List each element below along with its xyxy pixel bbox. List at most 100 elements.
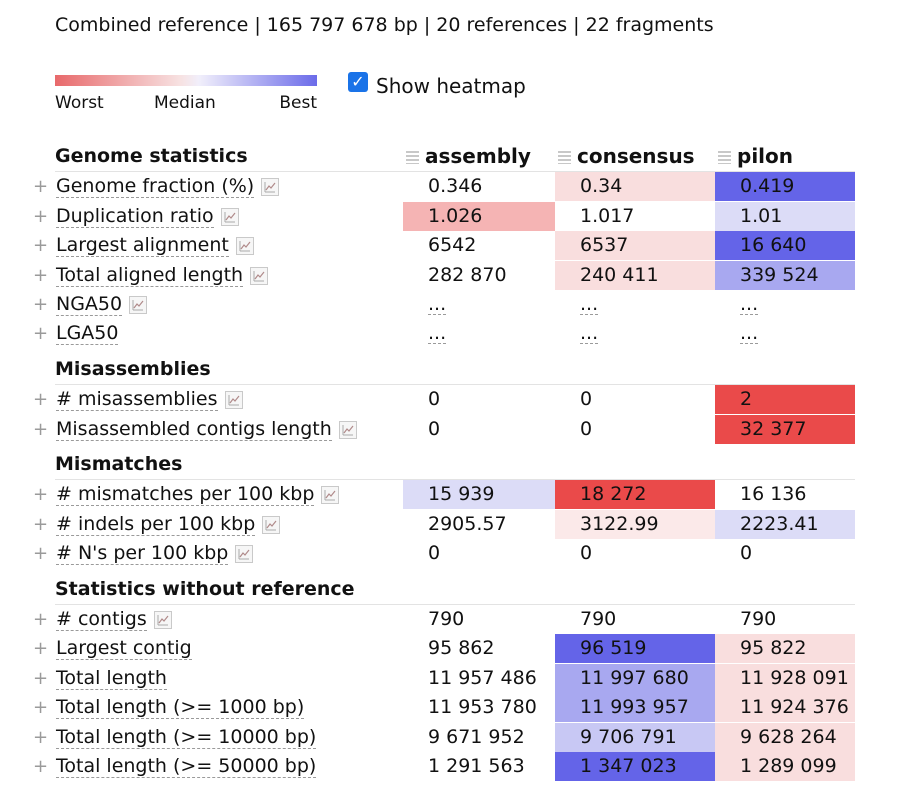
section-divider xyxy=(55,171,855,172)
expand-row-icon[interactable]: + xyxy=(33,727,49,748)
metric-label: # misassemblies xyxy=(56,385,243,414)
line-chart-icon[interactable] xyxy=(250,266,269,285)
section-title: Genome statistics xyxy=(55,145,248,167)
line-chart-icon[interactable] xyxy=(224,390,243,409)
cell-value: 2 xyxy=(740,388,753,410)
value-cell-pilon: 1.01 xyxy=(715,202,855,231)
metric-label: # N's per 100 kbp xyxy=(56,539,254,568)
metric-label: Duplication ratio xyxy=(56,202,239,231)
metric-name: Misassembled contigs length xyxy=(56,418,332,441)
metric-name: Total aligned length xyxy=(56,264,244,287)
expand-row-icon[interactable]: + xyxy=(33,484,49,505)
section-divider xyxy=(55,604,855,605)
metric-name: # contigs xyxy=(56,608,147,631)
value-cell-assembly: 1.026 xyxy=(403,202,555,231)
expand-row-icon[interactable]: + xyxy=(33,176,49,197)
expand-row-icon[interactable]: + xyxy=(33,514,49,535)
cell-value: ... xyxy=(580,322,599,344)
drag-handle-icon[interactable] xyxy=(406,151,419,164)
metric-name: Total length xyxy=(56,667,167,690)
show-heatmap-toggle[interactable]: ✓ Show heatmap xyxy=(348,70,526,98)
column-header-label: pilon xyxy=(737,144,794,168)
line-chart-icon[interactable] xyxy=(129,295,148,314)
line-chart-icon[interactable] xyxy=(261,177,280,196)
cell-value: 95 862 xyxy=(428,637,495,659)
cell-value: 2223.41 xyxy=(740,513,819,535)
show-heatmap-checkbox[interactable]: ✓ xyxy=(348,72,368,92)
metric-row: + # contigs 790 790 790 xyxy=(0,605,922,634)
expand-row-icon[interactable]: + xyxy=(33,419,49,440)
line-chart-icon[interactable] xyxy=(153,610,172,629)
value-cell-consensus: 9 706 791 xyxy=(555,723,715,752)
metric-row: + Genome fraction (%) 0.346 0.34 0.419 xyxy=(0,172,922,201)
report-summary: Combined reference | 165 797 678 bp | 20… xyxy=(55,14,714,36)
metric-row: + Total length (>= 50000 bp) 1 291 563 1 34… xyxy=(0,752,922,781)
column-header-assembly[interactable]: assembly xyxy=(406,142,531,171)
value-cell-pilon: 16 640 xyxy=(715,231,855,260)
cell-value: 1.017 xyxy=(580,205,635,227)
drag-handle-icon[interactable] xyxy=(558,151,571,164)
drag-handle-icon[interactable] xyxy=(718,151,731,164)
cell-value: 0 xyxy=(580,542,593,564)
metric-name: Total length (>= 50000 bp) xyxy=(56,755,317,778)
value-cell-consensus: 6537 xyxy=(555,231,715,260)
value-cell-consensus: ... xyxy=(555,290,715,319)
expand-row-icon[interactable]: + xyxy=(33,265,49,286)
cell-value: 1 291 563 xyxy=(428,755,525,777)
metric-name: # misassemblies xyxy=(56,388,218,411)
expand-row-icon[interactable]: + xyxy=(33,638,49,659)
metric-name: Total length (>= 10000 bp) xyxy=(56,726,317,749)
expand-row-icon[interactable]: + xyxy=(33,697,49,718)
metric-row: + # indels per 100 kbp 2905.57 3122.99 2223.… xyxy=(0,510,922,539)
column-header-consensus[interactable]: consensus xyxy=(558,142,695,171)
cell-value: 1 347 023 xyxy=(580,755,677,777)
cell-value: 15 939 xyxy=(428,483,495,505)
metric-label: Total length xyxy=(56,664,167,693)
metric-label: # indels per 100 kbp xyxy=(56,510,281,539)
cell-value: 1.026 xyxy=(428,205,483,227)
value-cell-consensus: 0.34 xyxy=(555,172,715,201)
cell-value: 0 xyxy=(740,542,753,564)
value-cell-pilon: 11 924 376 xyxy=(715,693,855,722)
value-cell-pilon: 1 289 099 xyxy=(715,752,855,781)
metric-label: # mismatches per 100 kbp xyxy=(56,480,340,509)
legend-labels: Worst Median Best xyxy=(55,93,317,115)
expand-row-icon[interactable]: + xyxy=(33,668,49,689)
metric-row: + Total length 11 957 486 11 997 680 11 928 … xyxy=(0,664,922,693)
expand-row-icon[interactable]: + xyxy=(33,294,49,315)
line-chart-icon[interactable] xyxy=(338,420,357,439)
expand-row-icon[interactable]: + xyxy=(33,609,49,630)
section-header: Mismatches xyxy=(0,450,922,480)
metric-name: Genome fraction (%) xyxy=(56,175,255,198)
metric-row: + NGA50......... xyxy=(0,290,922,319)
line-chart-icon[interactable] xyxy=(321,485,340,504)
cell-value: 790 xyxy=(740,608,777,630)
line-chart-icon[interactable] xyxy=(235,544,254,563)
value-cell-assembly: 1 291 563 xyxy=(403,752,555,781)
value-cell-assembly: 282 870 xyxy=(403,261,555,290)
metric-label: # contigs xyxy=(56,605,172,634)
expand-row-icon[interactable]: + xyxy=(33,389,49,410)
expand-row-icon[interactable]: + xyxy=(33,206,49,227)
line-chart-icon[interactable] xyxy=(235,236,254,255)
metric-label: Largest alignment xyxy=(56,231,254,260)
section-header: Genome statistics assembly consensus pilon xyxy=(0,142,922,172)
expand-row-icon[interactable]: + xyxy=(33,756,49,777)
line-chart-icon[interactable] xyxy=(262,515,281,534)
metric-label: Misassembled contigs length xyxy=(56,415,357,444)
section-divider xyxy=(55,384,855,385)
column-header-pilon[interactable]: pilon xyxy=(718,142,793,171)
cell-value: ... xyxy=(740,293,759,315)
expand-row-icon[interactable]: + xyxy=(33,323,49,344)
cell-value: 11 997 680 xyxy=(580,667,689,689)
legend-median-label: Median xyxy=(154,93,216,113)
cell-value: 16 640 xyxy=(740,234,807,256)
expand-row-icon[interactable]: + xyxy=(33,235,49,256)
value-cell-pilon: 2223.41 xyxy=(715,510,855,539)
cell-value: 0.346 xyxy=(428,175,483,197)
line-chart-icon[interactable] xyxy=(220,207,239,226)
value-cell-consensus: 11 997 680 xyxy=(555,664,715,693)
cell-value: 1.01 xyxy=(740,205,783,227)
expand-row-icon[interactable]: + xyxy=(33,543,49,564)
value-cell-assembly: 790 xyxy=(403,605,555,634)
